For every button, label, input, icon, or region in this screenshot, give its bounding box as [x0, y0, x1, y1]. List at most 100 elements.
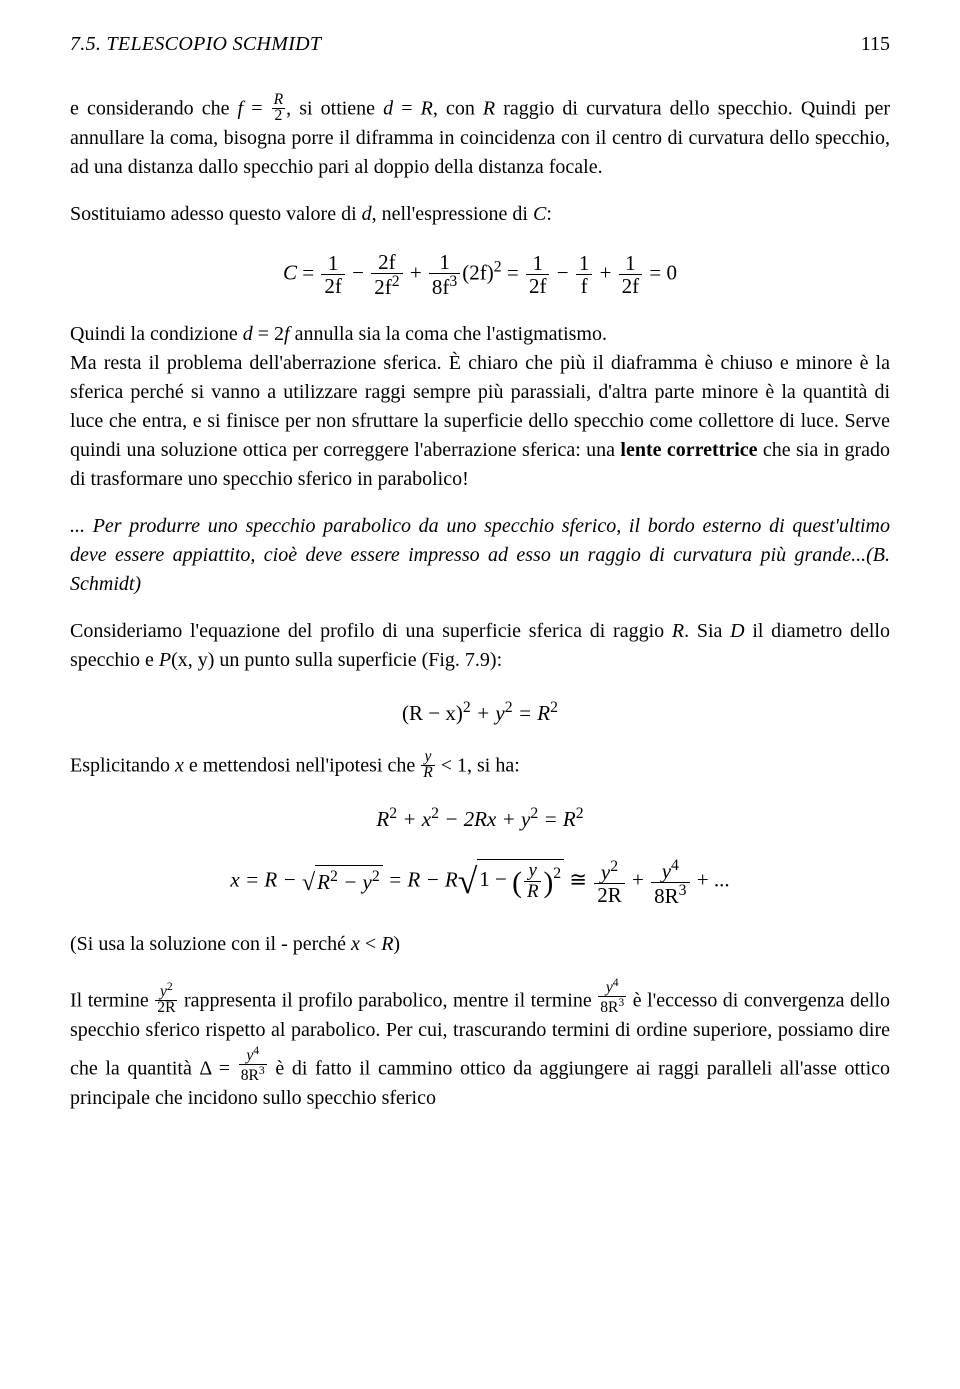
sup: 2: [392, 273, 400, 290]
text: 1 −: [479, 867, 512, 891]
sup: 4: [253, 1044, 259, 1057]
frac: 12f: [526, 252, 550, 297]
sup: 2: [505, 699, 513, 716]
text: . Sia: [684, 620, 730, 642]
text: +: [627, 868, 649, 892]
den: 8R: [241, 1067, 259, 1084]
page-header: 7.5. TELESCOPIO SCHMIDT 115: [70, 30, 890, 59]
sup: 3: [679, 882, 687, 899]
frac: y48R3: [651, 858, 689, 907]
num: R: [274, 91, 284, 108]
num: 1: [619, 252, 643, 274]
den: R: [527, 881, 539, 902]
sup: 3: [618, 996, 624, 1009]
var-d: d: [362, 203, 372, 225]
paragraph-2: Sostituiamo adesso questo valore di d, n…: [70, 200, 890, 229]
text: :: [546, 203, 552, 225]
sup: 2: [431, 805, 439, 822]
den: 2: [272, 108, 286, 124]
num: y: [662, 859, 671, 883]
text: e mettendosi nell'ipotesi che: [184, 755, 420, 777]
paragraph-1: e considerando che f = R2, si ottiene d …: [70, 93, 890, 182]
frac: y48R3: [598, 977, 626, 1016]
equation-x-solution: x = R − R2 − y2 = R − R1 − (yR)2 ≅ y22R …: [70, 856, 890, 908]
var-R: R: [672, 620, 684, 642]
den: 2R: [155, 1000, 177, 1016]
var-x: x: [175, 755, 184, 777]
text: Quindi la condizione: [70, 323, 243, 345]
op: +: [594, 260, 616, 284]
text: (x, y): [171, 649, 214, 671]
equation-C: C = 12f − 2f2f2 + 18f3(2f)2 = 12f − 1f +…: [70, 251, 890, 298]
num: 1: [429, 251, 460, 273]
text: R: [317, 870, 330, 894]
sqrt: 1 − (yR)2: [458, 856, 564, 908]
text: = R: [538, 807, 576, 831]
den: 2f: [324, 274, 342, 298]
frac: 2f2f2: [371, 251, 402, 298]
sup: 2: [550, 699, 558, 716]
text: , con: [433, 97, 483, 119]
text: − y: [338, 870, 372, 894]
num: 1: [321, 252, 345, 274]
sup: 2: [553, 865, 561, 882]
text: un punto sulla superficie (Fig. 7.9):: [214, 649, 502, 671]
sup: 2: [372, 868, 380, 885]
page: 7.5. TELESCOPIO SCHMIDT 115 e consideran…: [0, 0, 960, 1389]
frac: yR: [524, 861, 542, 902]
den: R: [423, 764, 433, 781]
eq: = 0: [644, 260, 677, 284]
var-R: R: [381, 933, 393, 955]
equation-expanded: R2 + x2 − 2Rx + y2 = R2: [70, 803, 890, 834]
den: 2f: [619, 274, 643, 297]
sup: 2: [167, 980, 173, 993]
frac: 1f: [576, 252, 593, 297]
den: 8f: [432, 275, 450, 299]
text: = 2: [253, 323, 284, 345]
var-C: C: [533, 203, 546, 225]
text: = R: [513, 701, 551, 725]
frac-R-2: R2: [272, 93, 286, 124]
text: Il termine: [70, 990, 154, 1012]
sup: 2: [330, 868, 338, 885]
paragraph-3: Quindi la condizione d = 2f annulla sia …: [70, 320, 890, 494]
tail: (2f): [462, 260, 493, 284]
sup: 2: [530, 805, 538, 822]
frac: y48R3: [239, 1045, 267, 1084]
bold-term: lente correttrice: [620, 439, 757, 461]
text: (R − x): [402, 701, 463, 725]
text: Consideriamo l'equazione del profilo di …: [70, 620, 672, 642]
num: y: [606, 979, 613, 996]
op: −: [551, 260, 573, 284]
text: < 1, si ha:: [436, 755, 520, 777]
sup: 2: [389, 805, 397, 822]
den: 2f: [526, 274, 550, 297]
num: 1: [526, 252, 550, 274]
num: y: [601, 860, 610, 884]
num: y: [529, 860, 537, 881]
lhs: C: [283, 260, 297, 284]
frac: 18f3: [429, 251, 460, 298]
section-title: 7.5. TELESCOPIO SCHMIDT: [70, 30, 321, 59]
frac-y-R: yR: [421, 750, 435, 781]
var-R: R: [483, 97, 495, 119]
sup: 2: [576, 805, 584, 822]
text: (Si usa la soluzione con il - perché: [70, 933, 351, 955]
text: annulla sia la coma che l'astigmatismo.: [290, 323, 607, 345]
frac: 12f: [619, 252, 643, 297]
num: y: [160, 983, 167, 1000]
text: =: [243, 97, 270, 119]
paragraph-quote: ... Per produrre uno specchio parabolico…: [70, 512, 890, 599]
text: + y: [471, 701, 505, 725]
num: 2f: [371, 251, 402, 273]
sup: 2: [494, 258, 502, 275]
paragraph-9: Il termine y22R rappresenta il profilo p…: [70, 977, 890, 1113]
var-x: x: [351, 933, 360, 955]
text: =: [393, 97, 420, 119]
text: ≅: [564, 868, 592, 892]
num: 1: [576, 252, 593, 274]
text: x = R −: [230, 868, 302, 892]
sup: 2: [463, 699, 471, 716]
sup: 3: [449, 273, 457, 290]
text: Esplicitando: [70, 755, 175, 777]
